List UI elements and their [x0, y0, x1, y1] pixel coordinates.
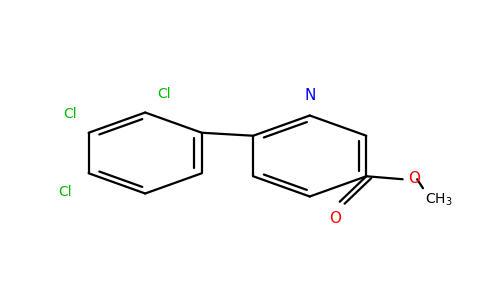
Text: Cl: Cl: [157, 86, 171, 100]
Text: N: N: [304, 88, 316, 104]
Text: O: O: [408, 171, 421, 186]
Text: Cl: Cl: [58, 185, 72, 199]
Text: CH$_3$: CH$_3$: [425, 191, 453, 208]
Text: O: O: [329, 211, 341, 226]
Text: Cl: Cl: [63, 107, 76, 121]
